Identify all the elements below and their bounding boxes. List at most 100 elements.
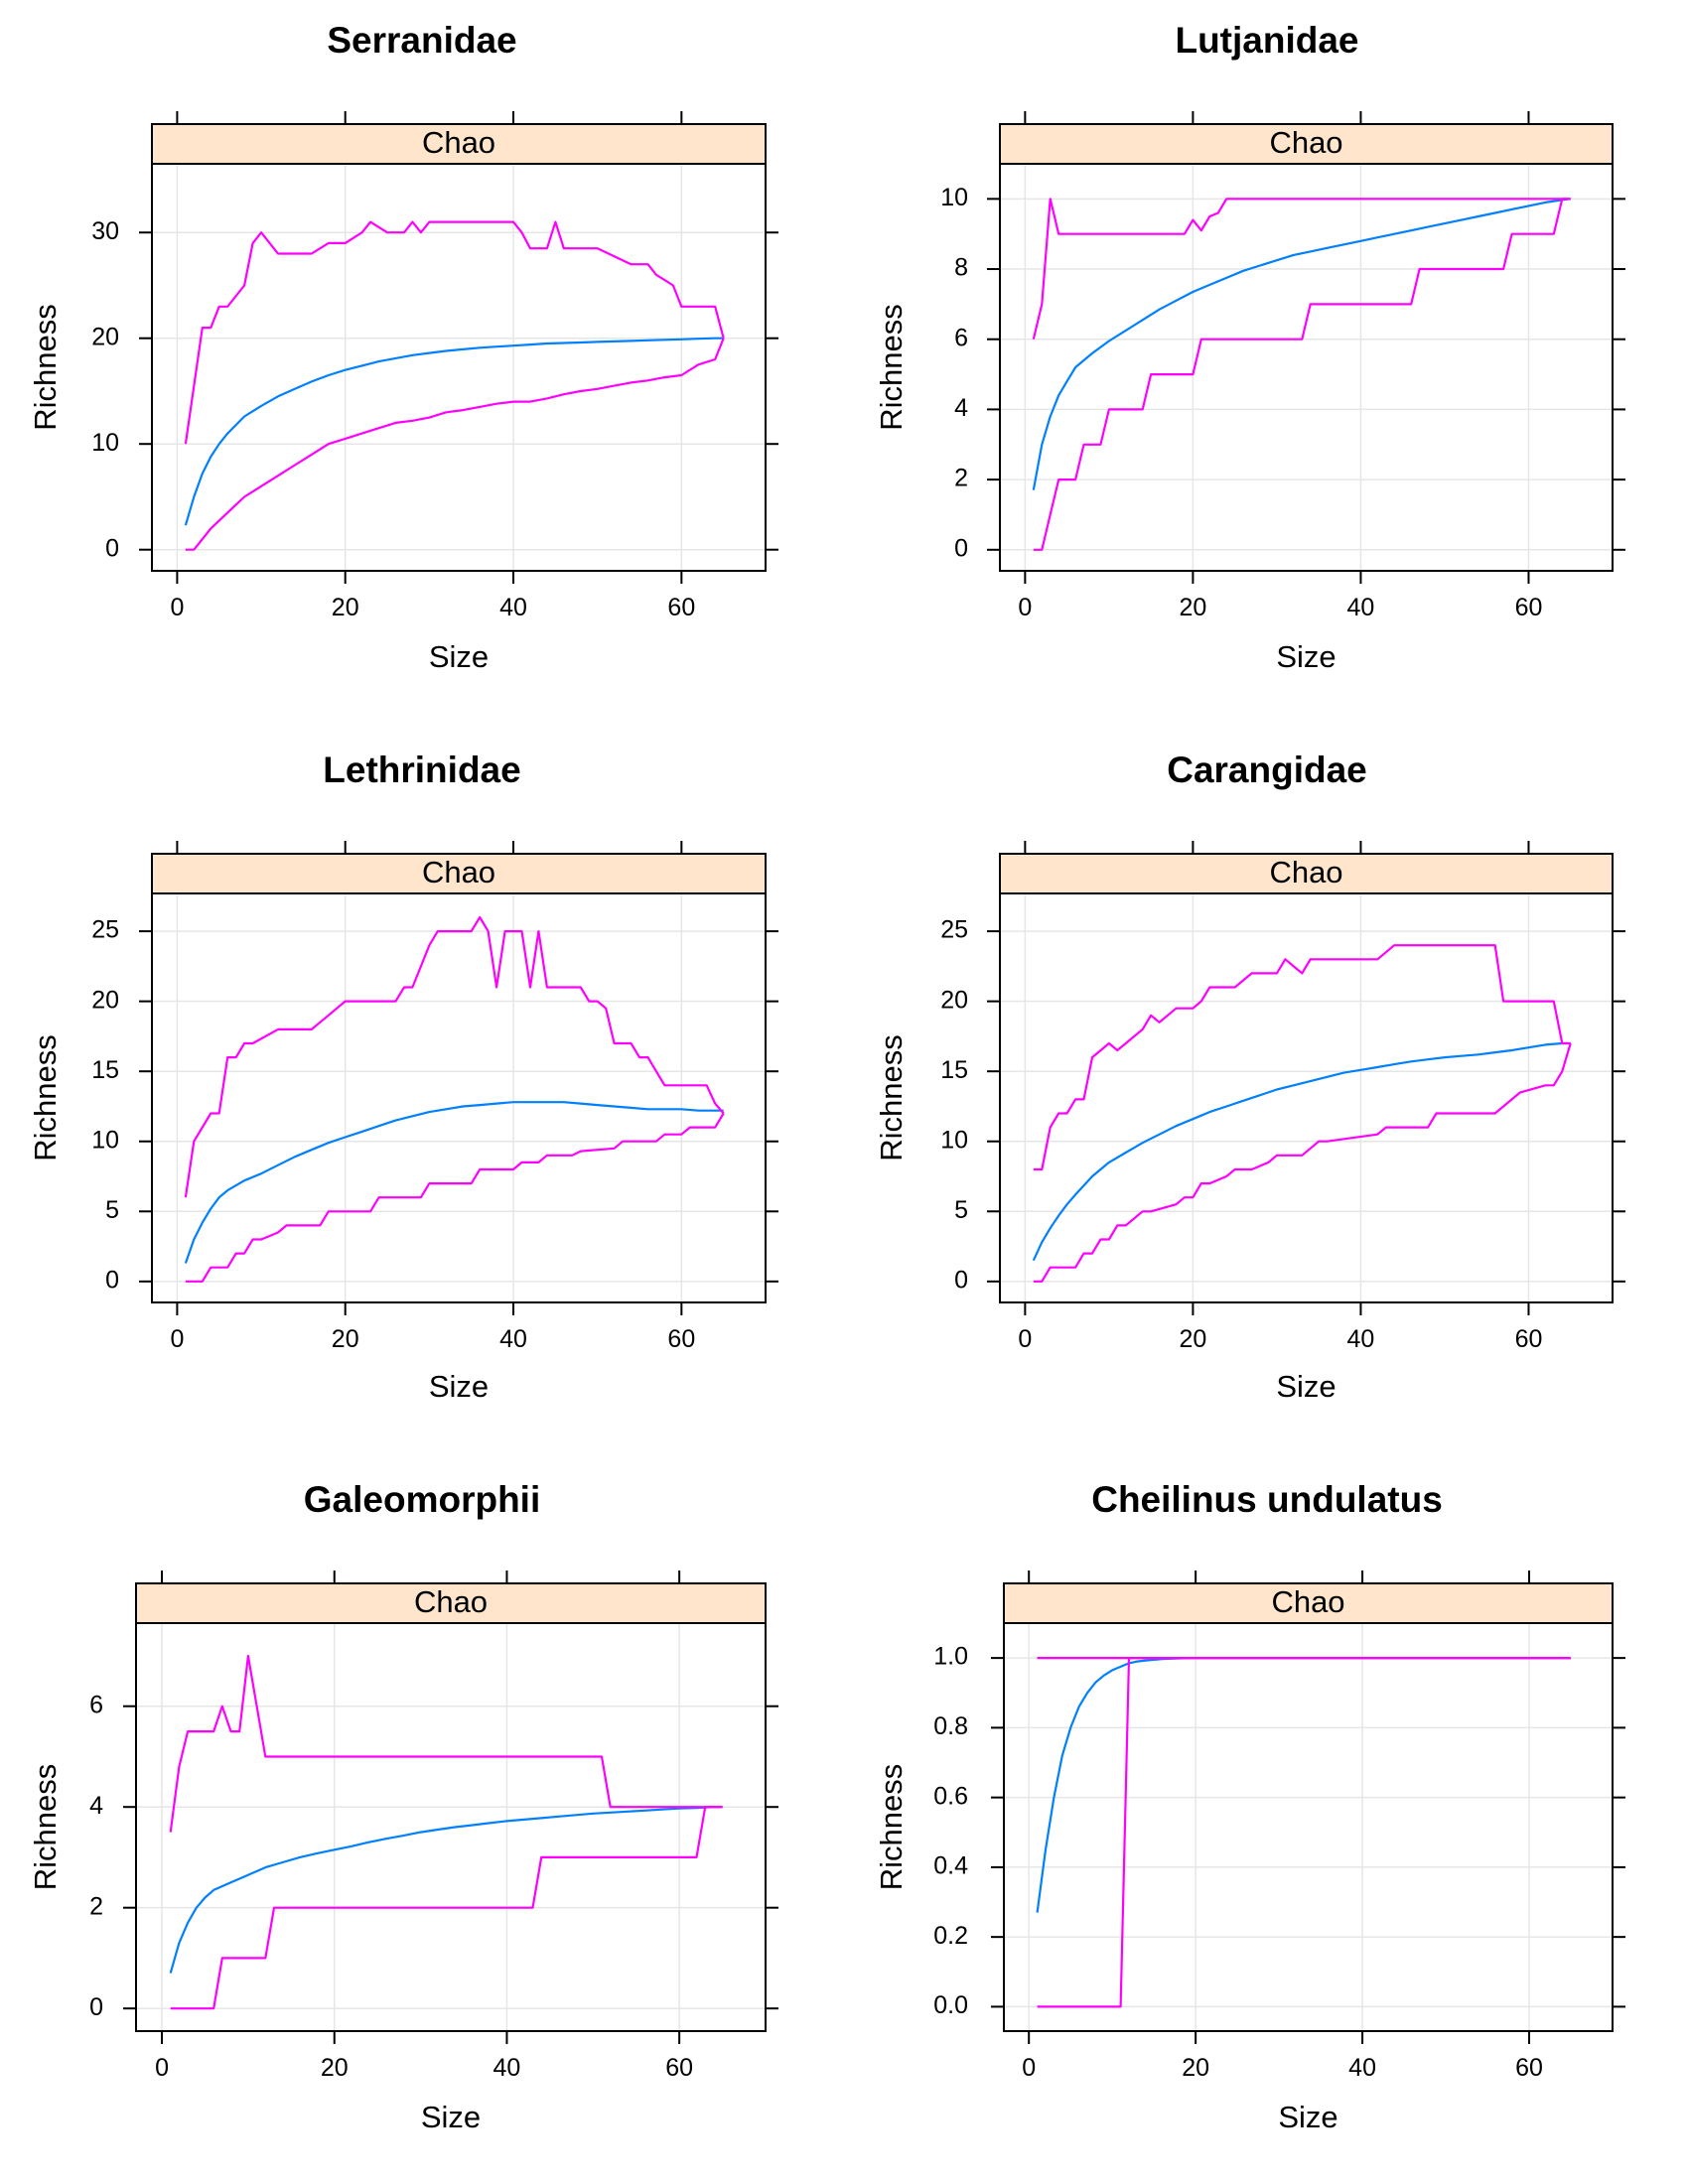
series-line-mean bbox=[1036, 1656, 1571, 1913]
chart-panel: Galeomorphii Chao 0 20 40 60 0 2 4 6 Size Richness bbox=[28, 1479, 778, 2134]
series-line-upper bbox=[1032, 198, 1571, 340]
plot-frame bbox=[151, 163, 767, 572]
x-tick-label: 20 bbox=[1182, 2054, 1209, 2082]
series-line-lower bbox=[1033, 1042, 1572, 1283]
x-tick-label: 20 bbox=[321, 2054, 349, 2082]
y-tick-label: 10 bbox=[940, 184, 968, 211]
y-tick-label: 2 bbox=[89, 1892, 103, 1920]
y-tick-label: 25 bbox=[91, 916, 119, 944]
strip-background bbox=[151, 853, 767, 894]
x-tick-label: 0 bbox=[1018, 594, 1032, 621]
x-tick-label: 60 bbox=[667, 1325, 695, 1353]
series-line-lower bbox=[1033, 198, 1571, 551]
x-tick-label: 60 bbox=[667, 594, 695, 621]
y-axis-label: Richness bbox=[28, 1034, 63, 1161]
chart-panel: Lutjanidae Chao 0 20 40 60 0 2 4 6 8 10 Size Richness bbox=[874, 20, 1625, 674]
y-tick-label: 0.8 bbox=[933, 1712, 968, 1740]
series-group bbox=[184, 915, 725, 1283]
series-line-lower bbox=[1037, 1656, 1571, 2008]
series-group bbox=[1036, 1656, 1571, 2008]
chart-panel: Carangidae Chao 0 20 40 60 0 5 10 15 20 25 Size Richn… bbox=[874, 750, 1625, 1404]
chart-title: Cheilinus undulatus bbox=[1091, 1479, 1443, 1520]
y-tick-label: 5 bbox=[954, 1196, 968, 1224]
ticks: 0 20 40 60 0 5 10 15 20 25 bbox=[91, 841, 778, 1353]
series-line-lower bbox=[185, 1112, 725, 1283]
series-line-mean bbox=[184, 1101, 724, 1264]
x-tick-label: 20 bbox=[332, 1325, 359, 1353]
strip-background bbox=[135, 1582, 767, 1624]
gridlines bbox=[136, 1623, 766, 2031]
y-axis-label: Richness bbox=[28, 1764, 63, 1891]
y-tick-label: 20 bbox=[91, 986, 119, 1014]
plot-frame bbox=[999, 163, 1614, 572]
strip-background bbox=[151, 123, 767, 165]
series-group bbox=[1032, 944, 1572, 1283]
chart-title: Carangidae bbox=[1167, 750, 1367, 790]
x-tick-label: 40 bbox=[499, 594, 527, 621]
y-tick-label: 0.6 bbox=[933, 1782, 968, 1810]
gridlines bbox=[152, 893, 766, 1302]
y-tick-label: 10 bbox=[91, 429, 119, 457]
series-line-lower bbox=[185, 338, 725, 551]
x-tick-label: 20 bbox=[1179, 1325, 1206, 1353]
strip-background bbox=[1003, 1582, 1614, 1624]
y-tick-label: 0 bbox=[954, 1266, 968, 1294]
x-tick-label: 40 bbox=[1347, 594, 1375, 621]
series-group bbox=[1032, 198, 1571, 551]
y-tick-label: 6 bbox=[954, 324, 968, 351]
x-tick-label: 0 bbox=[1022, 2054, 1036, 2082]
series-line-upper bbox=[184, 915, 725, 1198]
strip-background bbox=[999, 853, 1614, 894]
y-tick-label: 15 bbox=[940, 1056, 968, 1084]
x-axis-label: Size bbox=[429, 1369, 489, 1404]
x-tick-label: 60 bbox=[1515, 594, 1543, 621]
chart-panel: Lethrinidae Chao 0 20 40 60 0 5 10 15 20 25 Size Rich… bbox=[28, 750, 778, 1404]
y-tick-label: 0 bbox=[954, 534, 968, 562]
ticks: 0 20 40 60 0 5 10 15 20 25 bbox=[940, 841, 1625, 1353]
x-tick-label: 40 bbox=[499, 1325, 527, 1353]
series-line-upper bbox=[169, 1654, 723, 1833]
y-tick-label: 20 bbox=[91, 323, 119, 350]
strip-label: Chao bbox=[1271, 1584, 1344, 1619]
strip-label: Chao bbox=[414, 1584, 488, 1619]
y-tick-label: 6 bbox=[89, 1691, 103, 1718]
x-tick-label: 40 bbox=[493, 2054, 521, 2082]
series-group bbox=[184, 220, 725, 551]
plot-frame bbox=[999, 892, 1614, 1303]
chart-title: Serranidae bbox=[327, 20, 516, 61]
y-tick-label: 0.4 bbox=[933, 1852, 968, 1880]
y-tick-label: 5 bbox=[105, 1196, 119, 1224]
gridlines bbox=[1000, 164, 1613, 571]
y-tick-label: 15 bbox=[91, 1056, 119, 1084]
series-line-upper bbox=[184, 220, 725, 445]
chart-title: Lethrinidae bbox=[323, 750, 520, 790]
y-tick-label: 20 bbox=[940, 986, 968, 1014]
y-tick-label: 0 bbox=[105, 534, 119, 562]
x-tick-label: 40 bbox=[1347, 1325, 1375, 1353]
x-tick-label: 0 bbox=[1018, 1325, 1032, 1353]
strip-label: Chao bbox=[422, 855, 495, 889]
series-line-mean bbox=[1032, 198, 1571, 490]
chart-title: Galeomorphii bbox=[304, 1479, 540, 1520]
y-tick-label: 4 bbox=[89, 1792, 103, 1820]
y-axis-label: Richness bbox=[874, 304, 909, 431]
x-tick-label: 20 bbox=[1179, 594, 1206, 621]
x-axis-label: Size bbox=[421, 2100, 481, 2134]
series-line-upper bbox=[1033, 944, 1571, 1171]
x-axis-label: Size bbox=[429, 639, 489, 674]
series-line-lower bbox=[170, 1806, 723, 2010]
y-tick-label: 0.0 bbox=[933, 1991, 968, 2019]
y-tick-label: 1.0 bbox=[933, 1643, 968, 1671]
ticks: 0 20 40 60 0 2 4 6 8 10 bbox=[940, 111, 1625, 621]
plot-frame bbox=[151, 892, 767, 1303]
x-tick-label: 0 bbox=[170, 1325, 184, 1353]
y-axis-label: Richness bbox=[28, 304, 63, 431]
ticks: 0 20 40 60 0.0 0.2 0.4 0.6 0.8 1.0 bbox=[933, 1570, 1625, 2082]
strip-label: Chao bbox=[1269, 125, 1342, 160]
plot-frame bbox=[1003, 1622, 1614, 2032]
x-axis-label: Size bbox=[1276, 639, 1336, 674]
y-tick-label: 10 bbox=[91, 1126, 119, 1154]
gridlines bbox=[1000, 893, 1613, 1302]
